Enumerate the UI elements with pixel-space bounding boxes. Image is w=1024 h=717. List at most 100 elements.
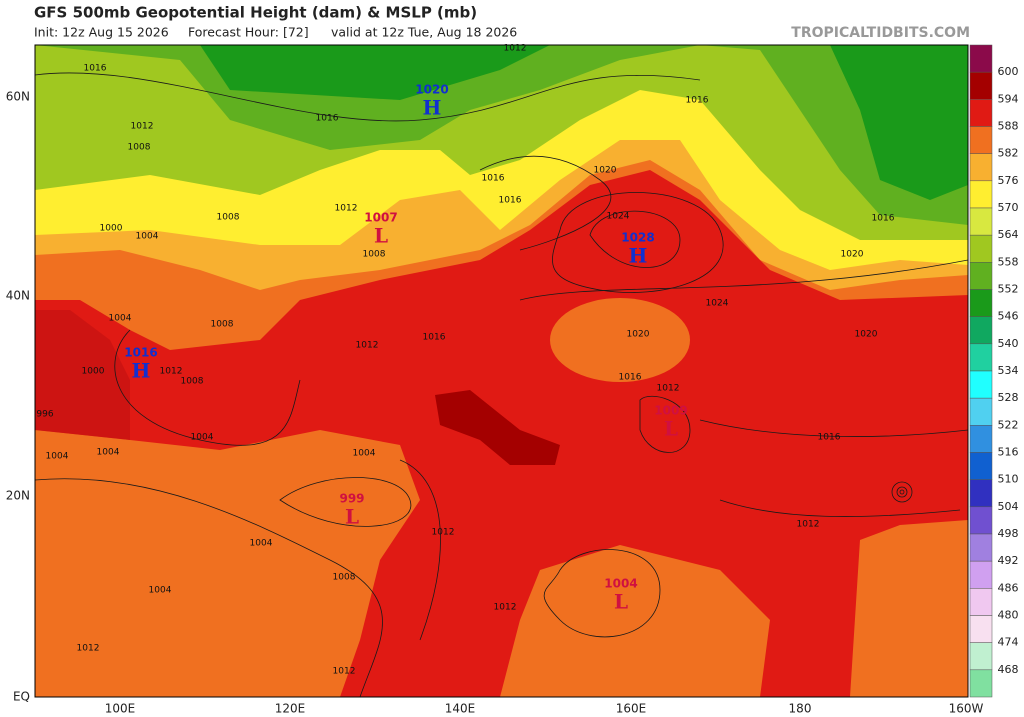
colorbar-box <box>969 180 993 209</box>
colorbar-label: 474 <box>998 636 1019 649</box>
center-value: 999 <box>339 492 364 506</box>
map-frame <box>34 44 969 698</box>
isobar-label: 1004 <box>136 232 159 242</box>
isobar-label: 1020 <box>855 330 878 340</box>
colorbar-box <box>969 316 993 345</box>
credit: TROPICALTIDBITS.COM <box>791 25 970 41</box>
colorbar-label: 516 <box>998 446 1019 459</box>
center-value: 1028 <box>621 231 654 245</box>
colorbar-label: 582 <box>998 147 1019 160</box>
isobar-label: 1008 <box>128 143 151 153</box>
colorbar-box <box>969 479 993 508</box>
colorbar-label: 588 <box>998 120 1019 133</box>
center-letter: L <box>374 224 388 248</box>
isobar-label: 1004 <box>46 452 69 462</box>
lon-label: 160W <box>949 702 984 716</box>
isobar-label: 1012 <box>797 520 820 530</box>
isobar-label: 1012 <box>432 528 455 538</box>
isobar-label: 1008 <box>333 573 356 583</box>
isobar-label: 1020 <box>841 250 864 260</box>
isobar-label: 1004 <box>353 449 376 459</box>
colorbar-label: 558 <box>998 255 1019 268</box>
center-letter: L <box>664 417 678 441</box>
center-letter: L <box>345 505 359 529</box>
colorbar-label: 480 <box>998 609 1019 622</box>
isobar-label: 1016 <box>482 174 505 184</box>
isobar-label: 1008 <box>363 250 386 260</box>
map-fill <box>35 45 968 697</box>
isobar-label: 1012 <box>504 44 527 54</box>
center-letter: H <box>132 359 151 383</box>
colorbar-label: 468 <box>998 663 1019 676</box>
isobar-label: 1012 <box>160 367 183 377</box>
isobar-label: 1004 <box>109 314 132 324</box>
lon-label: 140E <box>445 702 476 716</box>
isobar-label: 1000 <box>100 224 123 234</box>
colorbar-label: 552 <box>998 283 1019 296</box>
isobar-label: 1012 <box>333 667 356 677</box>
valid-time: valid at 12z Tue, Aug 18 2026 <box>331 25 517 40</box>
isobar-label: 1012 <box>77 644 100 654</box>
colorbar-box <box>969 289 993 317</box>
center-letter: H <box>423 96 442 120</box>
lon-label: 100E <box>105 702 136 716</box>
isobar-label: 1012 <box>335 204 358 214</box>
init: Init: 12z Aug 15 2026 <box>34 25 169 40</box>
colorbar-label: 492 <box>998 554 1019 567</box>
title: GFS 500mb Geopotential Height (dam) & MS… <box>34 4 477 22</box>
colorbar-label: 534 <box>998 364 1019 377</box>
isobar-label: 1000 <box>82 367 105 377</box>
isobar-label: 1016 <box>499 196 522 206</box>
isobar-label: 1020 <box>627 330 650 340</box>
lat-label: 60N <box>6 90 30 104</box>
isobar-label: 1004 <box>97 448 120 458</box>
center-value: 1020 <box>415 83 448 97</box>
isobar-label: 1016 <box>84 64 107 74</box>
colorbar-label: 576 <box>998 174 1019 187</box>
colorbar-box <box>969 207 993 236</box>
isobar-label: 1020 <box>594 166 617 176</box>
center-value: 1016 <box>124 346 157 360</box>
isobar-label: 1008 <box>217 213 240 223</box>
colorbar-label: 564 <box>998 228 1019 241</box>
colorbar-box <box>969 126 993 154</box>
colorbar-box <box>969 343 993 372</box>
colorbar-label: 540 <box>998 337 1019 350</box>
isobar-label: 1016 <box>316 114 339 124</box>
colorbar-label: 594 <box>998 92 1019 105</box>
isobar-label: 1012 <box>131 122 154 132</box>
lon-label: 160E <box>616 702 647 716</box>
center-letter: L <box>614 590 628 614</box>
isobar-label: 1004 <box>250 539 273 549</box>
colorbar-label: 546 <box>998 310 1019 323</box>
isobar-label: 1024 <box>607 212 630 222</box>
isobar-label: 1004 <box>191 433 214 443</box>
colorbar-box <box>969 153 993 182</box>
isobar-label: 1004 <box>149 586 172 596</box>
colorbar-box <box>969 615 993 643</box>
colorbar-box <box>969 506 993 535</box>
isobar-label: 1016 <box>423 333 446 343</box>
isobar-label: 1016 <box>619 373 642 383</box>
isobar-label: 1016 <box>686 96 709 106</box>
lat-label: EQ <box>13 690 30 704</box>
forecast-hour: Forecast Hour: [72] <box>188 25 309 40</box>
colorbar-box <box>969 588 993 616</box>
center-value: 1004 <box>604 577 637 591</box>
isobar-label: 1016 <box>872 214 895 224</box>
colorbar-label: 510 <box>998 473 1019 486</box>
lat-label: 40N <box>6 289 30 303</box>
isobar-label: 1024 <box>706 299 729 309</box>
colorbar-label: 486 <box>998 581 1019 594</box>
isobar-label: 1016 <box>818 433 841 443</box>
lon-label: 120E <box>275 702 306 716</box>
lon-label: 180 <box>789 702 812 716</box>
isobar-label: 1012 <box>356 341 379 351</box>
center-value: 1009 <box>654 404 687 418</box>
colorbar-box <box>969 370 993 399</box>
isobar-label: 1008 <box>181 377 204 387</box>
colorbar-box <box>969 262 993 290</box>
colorbar-box <box>969 669 993 698</box>
colorbar-label: 504 <box>998 500 1019 513</box>
